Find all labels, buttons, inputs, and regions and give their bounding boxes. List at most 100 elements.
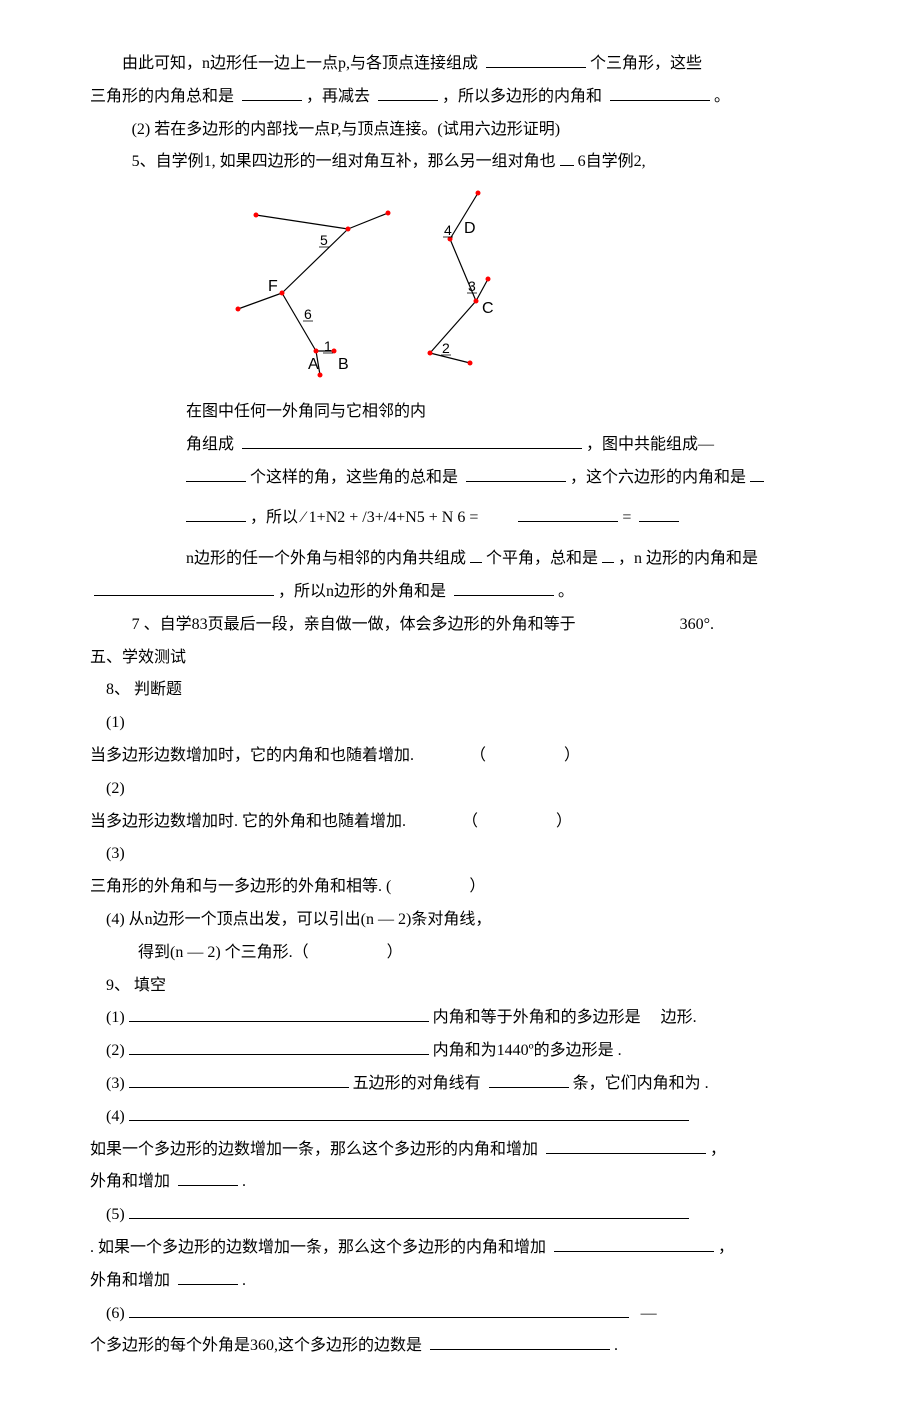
para-10: ，所以n边形的外角和是 。 <box>90 578 830 607</box>
svg-text:5: 5 <box>320 232 328 248</box>
text: 角组成 <box>186 436 234 453</box>
blank <box>560 165 574 166</box>
text: 6自学例2, <box>578 153 646 170</box>
judge-3-label: (3) <box>90 840 830 869</box>
text: ， <box>718 1239 734 1256</box>
para-1: 由此可知，n边形任一边上一点p,与各顶点连接组成 个三角形，这些 <box>90 50 830 79</box>
text: 三角形的外角和与一多边形的外角和相等. ( <box>90 878 391 895</box>
svg-text:1: 1 <box>324 338 332 354</box>
text: (5) <box>106 1206 125 1223</box>
fill-4-line2: 外角和增加 . <box>90 1168 830 1197</box>
para-9: n边形的任一个外角与相邻的内角共组成 个平角，总和是 ，n 边形的内角和是 <box>90 545 830 574</box>
judge-1: 当多边形边数增加时，它的内角和也随着增加. （ ） <box>90 742 830 771</box>
fill-1: (1) 内角和等于外角和的多边形是 边形. <box>90 1004 830 1033</box>
para-6: 角组成 ，图中共能组成— <box>90 431 830 460</box>
text: 7 、自学83页最后一段，亲自做一做，体会多边形的外角和等于 <box>132 616 576 633</box>
text: . <box>614 1337 618 1354</box>
text: (1) <box>106 714 125 731</box>
text: 在图中任何一外角同与它相邻的内 <box>186 403 426 420</box>
blank <box>554 1235 714 1252</box>
blank <box>178 1268 238 1285</box>
para-11: 7 、自学83页最后一段，亲自做一做，体会多边形的外角和等于 360°. <box>90 611 830 640</box>
text: (3) <box>106 1075 125 1092</box>
blank <box>454 579 554 596</box>
text: — <box>641 1305 657 1322</box>
blank <box>378 84 438 101</box>
blank <box>129 1038 429 1055</box>
blank <box>129 1005 429 1022</box>
blank <box>750 481 764 482</box>
judge-1-label: (1) <box>90 709 830 738</box>
text: 个三角形，这些 <box>590 55 702 72</box>
text: 9、 填空 <box>106 977 166 994</box>
para-5: 在图中任何一外角同与它相邻的内 <box>90 398 830 427</box>
blank <box>129 1104 689 1121</box>
text: ，这个六边形的内角和是 <box>570 469 746 486</box>
paren-open: （ <box>462 813 478 830</box>
svg-text:C: C <box>482 300 494 317</box>
fill-3: (3) 五边形的对角线有 条，它们内角和为 . <box>90 1070 830 1099</box>
q8: 8、 判断题 <box>90 676 830 705</box>
svg-text:6: 6 <box>304 306 312 322</box>
judge-2-label: (2) <box>90 775 830 804</box>
blank <box>470 562 482 563</box>
text: (2) <box>106 1042 125 1059</box>
text: ） <box>387 944 403 961</box>
blank <box>546 1137 706 1154</box>
fill-4-label: (4) <box>90 1103 830 1132</box>
svg-text:F: F <box>268 278 278 295</box>
fill-5-line1: . 如果一个多边形的边数增加一条，那么这个多边形的内角和增加 ， <box>90 1234 830 1263</box>
text: (2) 若在多边形的内部找一点P,与顶点连接。(试用六边形证明) <box>132 121 560 138</box>
svg-text:4: 4 <box>444 222 452 238</box>
blank <box>610 84 710 101</box>
paren-open: （ <box>470 747 486 764</box>
blank <box>129 1071 349 1088</box>
text: 。 <box>558 583 574 600</box>
heading: 五、学效测试 <box>90 649 186 666</box>
judge-2: 当多边形边数增加时. 它的外角和也随着增加. （ ） <box>90 808 830 837</box>
text: 当多边形边数增加时. 它的外角和也随着增加. <box>90 813 406 830</box>
text: n边形的任一个外角与相邻的内角共组成 <box>186 550 466 567</box>
text: = <box>622 509 631 526</box>
text: (6) <box>106 1305 125 1322</box>
text: ，所以n边形的外角和是 <box>278 583 446 600</box>
blank <box>489 1071 569 1088</box>
section-5: 五、学效测试 <box>90 644 830 673</box>
text: . 如果一个多边形的边数增加一条，那么这个多边形的内角和增加 <box>90 1239 546 1256</box>
para-2: 三角形的内角总和是 ，再减去 ，所以多边形的内角和 。 <box>90 83 830 112</box>
text: 个平角，总和是 <box>486 550 598 567</box>
text: ，再减去 <box>306 88 370 105</box>
blank <box>129 1202 689 1219</box>
judge-4b: 得到(n — 2) 个三角形.（ ） <box>90 939 830 968</box>
blank <box>178 1169 238 1186</box>
text: 如果一个多边形的边数增加一条，那么这个多边形的内角和增加 <box>90 1141 538 1158</box>
text: 360°. <box>680 616 714 633</box>
page-root: 由此可知，n边形任一边上一点p,与各顶点连接组成 个三角形，这些 三角形的内角总… <box>0 0 920 1415</box>
text: ，所以多边形的内角和 <box>442 88 602 105</box>
text: 五边形的对角线有 <box>353 1075 481 1092</box>
text: 个这样的角，这些角的总和是 <box>250 469 458 486</box>
blank <box>639 505 679 522</box>
diagram-svg: FABDC561432 <box>220 185 560 385</box>
text: . <box>242 1173 246 1190</box>
text: 条，它们内角和为 . <box>573 1075 709 1092</box>
svg-text:2: 2 <box>442 340 450 356</box>
para-4: 5、自学例1, 如果四边形的一组对角互补，那么另一组对角也 6自学例2, <box>90 148 830 177</box>
text: 外角和增加 <box>90 1173 170 1190</box>
text: 当多边形边数增加时，它的内角和也随着增加. <box>90 747 414 764</box>
geometry-diagram: FABDC561432 <box>90 185 920 396</box>
text: 边形. <box>661 1009 697 1026</box>
paren-close: ） <box>556 813 572 830</box>
text: (1) <box>106 1009 125 1026</box>
text: 得到(n — 2) 个三角形.（ <box>138 944 309 961</box>
blank <box>186 505 246 522</box>
judge-4a: (4) 从n边形一个顶点出发，可以引出(n — 2)条对角线， <box>90 906 830 935</box>
text: 8、 判断题 <box>106 681 182 698</box>
text: 内角和为1440º的多边形是 . <box>433 1042 622 1059</box>
text: 由此可知，n边形任一边上一点p,与各顶点连接组成 <box>122 55 478 72</box>
blank <box>242 432 582 449</box>
blank <box>518 505 618 522</box>
text: ，图中共能组成— <box>586 436 714 453</box>
text: 个多边形的每个外角是360,这个多边形的边数是 <box>90 1337 422 1354</box>
fill-6-label: (6) — <box>90 1300 830 1329</box>
